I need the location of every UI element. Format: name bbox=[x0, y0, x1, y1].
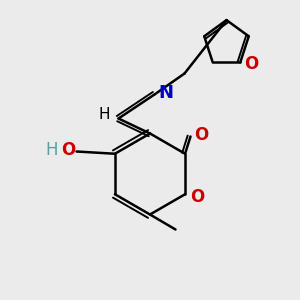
Text: O: O bbox=[190, 188, 205, 206]
Text: O: O bbox=[194, 126, 208, 144]
Text: N: N bbox=[158, 84, 173, 102]
Text: H: H bbox=[45, 141, 58, 159]
Text: O: O bbox=[244, 55, 259, 73]
Text: H: H bbox=[99, 107, 110, 122]
Text: O: O bbox=[61, 141, 75, 159]
